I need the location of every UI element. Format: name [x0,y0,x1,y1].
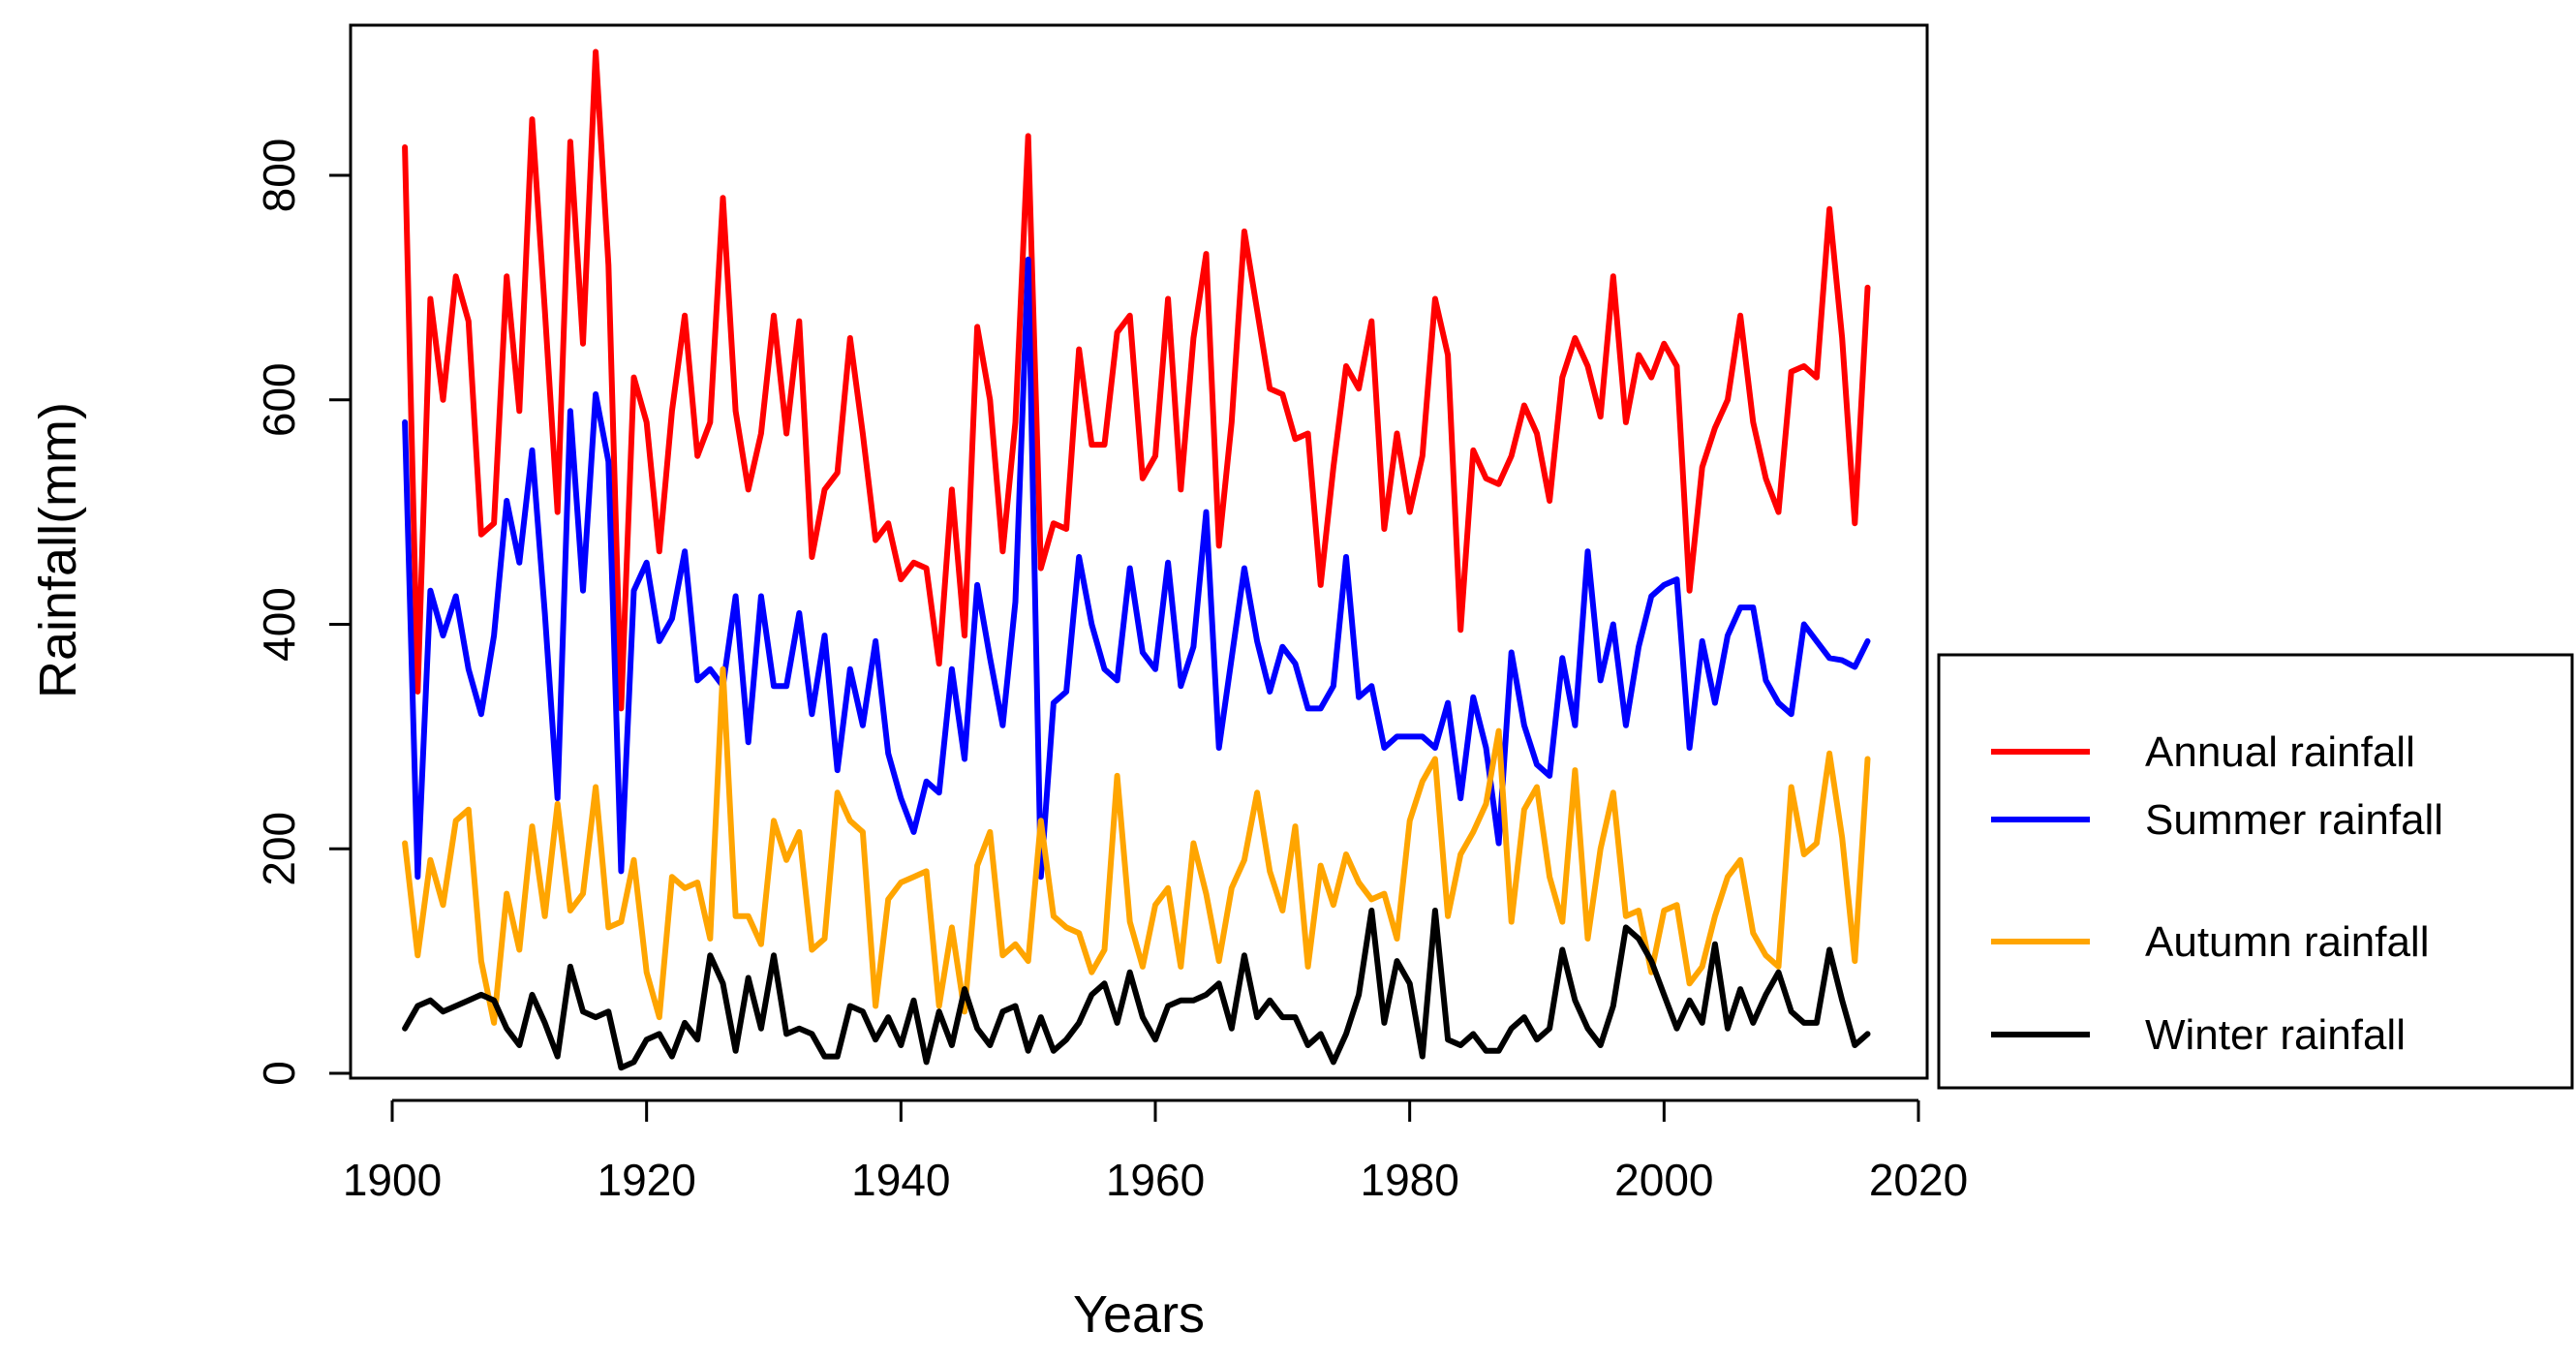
legend-label-winter-rainfall: Winter rainfall [2145,1011,2406,1059]
y-tick-label: 0 [254,1061,304,1086]
x-tick-label: 1980 [1360,1155,1458,1205]
annual-rainfall-line [402,48,1871,712]
legend-box [1937,653,2574,1090]
x-tick-label: 1900 [343,1155,442,1205]
summer-rainfall-line [402,256,1871,881]
x-axis-title: Years [1073,1285,1205,1344]
legend-label-annual-rainfall: Annual rainfall [2145,728,2415,776]
legend-label-summer-rainfall: Summer rainfall [2145,796,2443,844]
autumn-rainfall-line [402,665,1871,1026]
x-tick-label: 2000 [1614,1155,1713,1205]
y-tick-label: 400 [254,587,304,662]
x-tick-label: 1940 [851,1155,950,1205]
y-tick-label: 600 [254,362,304,437]
legend: Annual rainfall Summer rainfall Autumn rai… [1937,653,2574,1090]
winter-rainfall-line [402,908,1871,1071]
x-axis: 1900 1920 1940 1960 1980 2000 2020 [343,1098,1968,1205]
series-layer [402,48,1871,1071]
x-tick-label: 1960 [1106,1155,1205,1205]
y-tick-label: 200 [254,812,304,886]
legend-label-autumn-rainfall: Autumn rainfall [2145,918,2429,966]
y-axis: 0 200 400 600 800 [254,139,353,1086]
x-tick-label: 1920 [597,1155,695,1205]
y-axis-title: Rainfall(mm) [29,402,87,698]
y-tick-label: 800 [254,139,304,213]
x-tick-label: 2020 [1869,1155,1968,1205]
